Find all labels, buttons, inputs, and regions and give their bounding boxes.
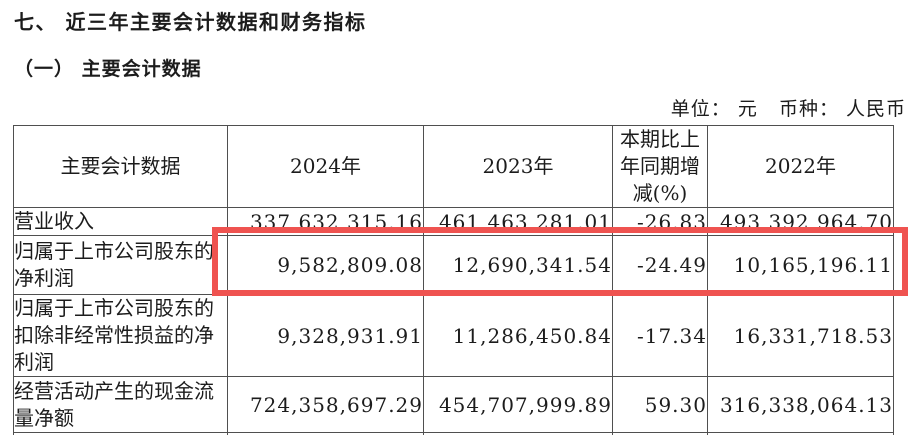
table-row-revenue: 营业收入 337,632,315.16 461,463,281.01 -26.8… (13, 207, 894, 236)
header-metric: 主要会计数据 (13, 125, 228, 208)
value-2023: 461,463,281.01 (423, 207, 613, 236)
row-label: 归属于上市公司股东的净利润 (13, 235, 228, 295)
value-2022: 16,331,718.53 (707, 294, 894, 377)
table-row-partial-clipped (13, 432, 894, 435)
unit-currency-note: 单位： 元 币种： 人民币 (670, 98, 906, 120)
partial-cell (707, 432, 894, 435)
value-2022: 316,338,064.13 (707, 376, 894, 433)
value-2022: 493,392,964.70 (707, 207, 894, 236)
header-2023: 2023年 (423, 125, 613, 208)
row-label: 营业收入 (13, 207, 228, 236)
value-change: -24.49 (612, 235, 708, 295)
value-2023: 11,286,450.84 (423, 294, 613, 377)
table-header-row: 主要会计数据 2024年 2023年 本期比上年同期增减(%) 2022年 (13, 125, 894, 208)
value-2024: 9,582,809.08 (227, 235, 424, 295)
table-row-deducted-net-profit: 归属于上市公司股东的扣除非经常性损益的净利润 9,328,931.91 11,2… (13, 294, 894, 377)
subsection-title: （一） 主要会计数据 (14, 58, 202, 80)
value-2024: 9,328,931.91 (227, 294, 424, 377)
value-change: -17.34 (612, 294, 708, 377)
row-label: 经营活动产生的现金流量净额 (13, 376, 228, 433)
accounting-data-table: 主要会计数据 2024年 2023年 本期比上年同期增减(%) 2022年 营业… (13, 125, 894, 435)
value-2023: 12,690,341.54 (423, 235, 613, 295)
row-label: 归属于上市公司股东的扣除非经常性损益的净利润 (13, 294, 228, 377)
section-title: 七、 近三年主要会计数据和财务指标 (14, 10, 367, 34)
value-2022: 10,165,196.11 (707, 235, 894, 295)
header-2024: 2024年 (227, 125, 424, 208)
value-change: 59.30 (612, 376, 708, 433)
value-2024: 337,632,315.16 (227, 207, 424, 236)
value-2023: 454,707,999.89 (423, 376, 613, 433)
header-change: 本期比上年同期增减(%) (612, 125, 708, 208)
table-row-net-profit: 归属于上市公司股东的净利润 9,582,809.08 12,690,341.54… (13, 235, 894, 295)
header-2022: 2022年 (707, 125, 894, 208)
table-row-operating-cash-flow: 经营活动产生的现金流量净额 724,358,697.29 454,707,999… (13, 376, 894, 433)
value-2024: 724,358,697.29 (227, 376, 424, 433)
value-change: -26.83 (612, 207, 708, 236)
header-change-label: 本期比上年同期增减(%) (620, 127, 700, 205)
